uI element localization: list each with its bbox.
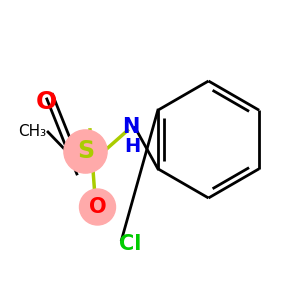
Text: H: H xyxy=(124,137,140,156)
Circle shape xyxy=(64,130,107,173)
Text: Cl: Cl xyxy=(118,235,141,254)
Circle shape xyxy=(80,189,116,225)
Text: S: S xyxy=(77,140,94,164)
Text: N: N xyxy=(122,118,139,137)
Text: O: O xyxy=(89,197,106,217)
Text: CH₃: CH₃ xyxy=(18,124,46,139)
Text: O: O xyxy=(36,90,57,114)
